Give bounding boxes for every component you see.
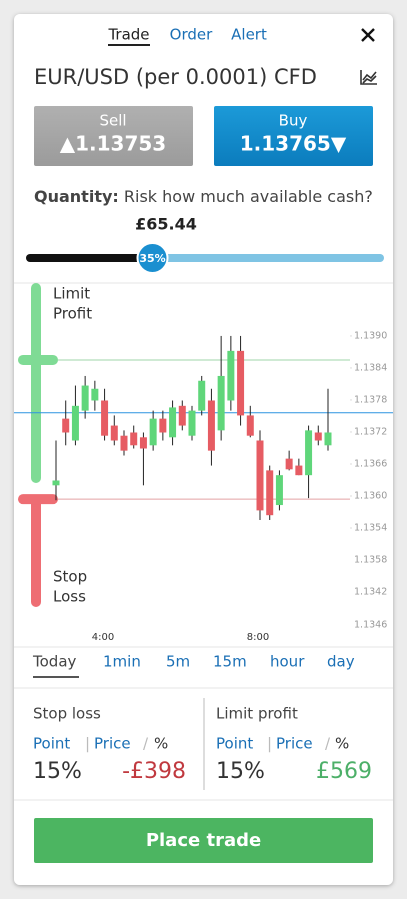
candle-body bbox=[169, 407, 177, 438]
chart-label: Profit bbox=[53, 305, 92, 323]
candle-body bbox=[227, 350, 235, 401]
candle-body bbox=[198, 380, 206, 411]
stop-percent[interactable]: % bbox=[154, 735, 168, 753]
slider-label: 35% bbox=[139, 252, 165, 265]
candle-body bbox=[246, 415, 254, 436]
candle-body bbox=[130, 432, 138, 446]
limit-track bbox=[31, 283, 41, 483]
sell-label: Sell bbox=[99, 112, 126, 130]
range-option[interactable]: day bbox=[327, 653, 355, 671]
tab[interactable]: Trade bbox=[107, 26, 149, 44]
y-tick-label: 1.1366 bbox=[354, 458, 387, 469]
candle-body bbox=[275, 475, 283, 506]
card bbox=[14, 14, 393, 885]
candle-body bbox=[101, 400, 109, 436]
candle-body bbox=[266, 470, 274, 516]
candle-body bbox=[52, 480, 60, 486]
chart-label: Loss bbox=[53, 588, 86, 606]
range-option[interactable]: 15m bbox=[213, 653, 247, 671]
candle-body bbox=[217, 375, 225, 431]
candle-body bbox=[188, 410, 196, 436]
close-button[interactable] bbox=[361, 28, 375, 42]
y-tick-label: 1.1372 bbox=[354, 426, 387, 437]
tab[interactable]: Alert bbox=[231, 26, 267, 44]
time-label: 8:00 bbox=[247, 632, 269, 643]
buy-label: Buy bbox=[279, 112, 308, 130]
separator: | bbox=[85, 735, 90, 753]
volume-label: 1.1346 bbox=[354, 620, 387, 631]
y-tick-label: 1.1354 bbox=[354, 522, 387, 533]
candle-body bbox=[71, 405, 79, 441]
chart-label: Stop bbox=[53, 568, 87, 586]
place-trade-label: Place trade bbox=[146, 830, 261, 851]
candle-body bbox=[81, 385, 89, 411]
y-tick-label: 1.1384 bbox=[354, 362, 387, 373]
stop-price[interactable]: Price bbox=[94, 735, 131, 753]
quantity-label: Quantity: bbox=[34, 187, 119, 206]
stop-point[interactable]: Point bbox=[33, 735, 70, 753]
limit-amount: £569 bbox=[316, 759, 372, 784]
quantity-prompt: Risk how much available cash? bbox=[124, 187, 373, 206]
range-option[interactable]: Today bbox=[32, 653, 77, 671]
candle-body bbox=[159, 418, 167, 433]
candle-body bbox=[91, 388, 99, 401]
stop-amount: -£398 bbox=[122, 759, 186, 784]
separator: / bbox=[143, 735, 149, 753]
slider-knob[interactable] bbox=[136, 242, 169, 274]
time-label: 4:00 bbox=[92, 632, 114, 643]
stop-value: 15% bbox=[33, 759, 82, 784]
candle-body bbox=[324, 432, 332, 446]
separator: / bbox=[325, 735, 331, 753]
tab[interactable]: Order bbox=[170, 26, 213, 44]
candle-body bbox=[237, 350, 245, 416]
candle-body bbox=[139, 437, 147, 449]
y-tick-label: 1.1360 bbox=[354, 490, 387, 501]
buy-button[interactable] bbox=[214, 106, 373, 166]
stop-title: Stop loss bbox=[33, 705, 101, 723]
quantity-amount: £65.44 bbox=[135, 215, 197, 234]
candle-body bbox=[149, 418, 157, 446]
place-trade-button[interactable] bbox=[34, 818, 373, 863]
volume-label: 1.1358 bbox=[354, 555, 387, 566]
separator: | bbox=[267, 735, 272, 753]
y-tick-label: 1.1378 bbox=[354, 394, 387, 405]
limit-point[interactable]: Point bbox=[216, 735, 253, 753]
stop-track bbox=[31, 497, 41, 607]
limit-value: 15% bbox=[216, 759, 265, 784]
range-option[interactable]: 5m bbox=[166, 653, 190, 671]
limit-price[interactable]: Price bbox=[276, 735, 313, 753]
chart-label: Limit bbox=[53, 285, 90, 303]
chart-icon[interactable] bbox=[360, 70, 377, 85]
sell-button[interactable] bbox=[34, 106, 193, 166]
candle-body bbox=[295, 465, 303, 476]
limit-percent[interactable]: % bbox=[335, 735, 349, 753]
candle-body bbox=[178, 405, 186, 426]
buy-price: 1.13765▼ bbox=[240, 132, 347, 156]
quantity-text: Quantity: Risk how much available cash? bbox=[34, 187, 373, 206]
stop-handle[interactable] bbox=[18, 494, 58, 505]
candle-body bbox=[256, 440, 264, 511]
candle-body bbox=[207, 400, 215, 451]
candle-body bbox=[120, 435, 128, 451]
y-tick-label: 1.1390 bbox=[354, 330, 387, 341]
limit-title: Limit profit bbox=[216, 705, 298, 723]
limit-handle[interactable] bbox=[18, 354, 58, 365]
candle-body bbox=[314, 432, 322, 441]
sell-price: ▲1.13753 bbox=[60, 132, 166, 156]
candle-body bbox=[285, 458, 293, 470]
candle-body bbox=[305, 430, 313, 476]
volume-label: 1.1342 bbox=[354, 587, 387, 598]
candle-body bbox=[110, 425, 118, 441]
range-option[interactable]: 1min bbox=[103, 653, 141, 671]
instrument-title: EUR/USD (per 0.0001) CFD bbox=[34, 65, 317, 89]
range-option[interactable]: hour bbox=[270, 653, 305, 671]
candle-body bbox=[62, 418, 70, 433]
